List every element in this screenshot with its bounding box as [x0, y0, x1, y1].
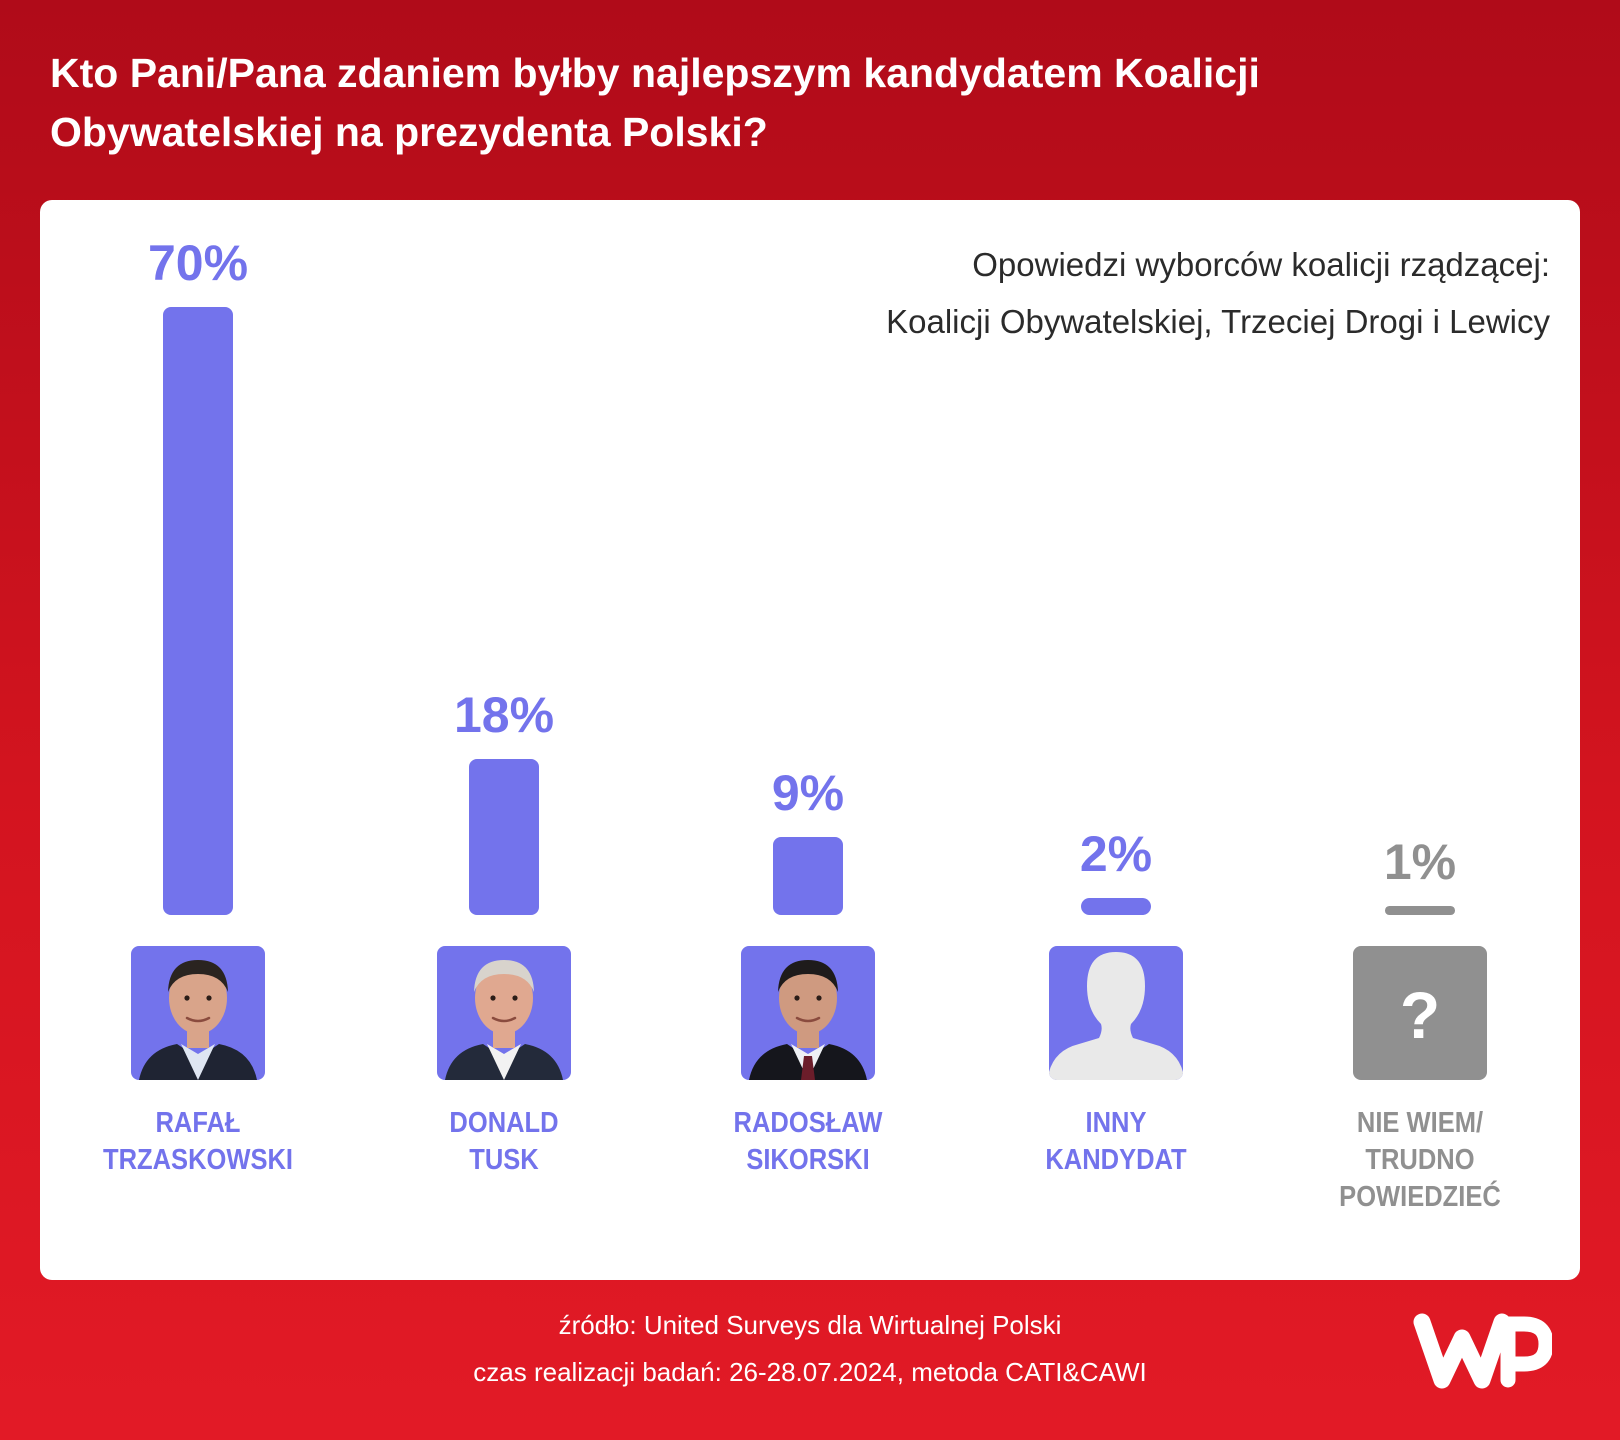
- question-mark-icon: ?: [1353, 946, 1487, 1080]
- category-label: RADOSŁAW SIKORSKI: [694, 1105, 923, 1179]
- data-label: 1%: [1383, 834, 1457, 891]
- page-title: Kto Pani/Pana zdaniem byłby najlepszym k…: [50, 50, 1260, 155]
- category-label-line: SIKORSKI: [746, 1144, 870, 1176]
- subtitle-line-2: Koalicji Obywatelskiej, Trzeciej Drogi i…: [886, 303, 1550, 340]
- category-label: NIE WIEM/TRUDNO POWIEDZIEĆ: [1306, 1105, 1535, 1216]
- data-label: 2%: [1079, 825, 1153, 882]
- photo-man-dark-hair-icon: [131, 946, 265, 1080]
- survey-details: czas realizacji badań: 26-28.07.2024, me…: [473, 1357, 1147, 1387]
- category-label-line: NIE WIEM/: [1356, 1107, 1484, 1139]
- source-note: źródło: United Surveys dla Wirtualnej Po…: [558, 1310, 1062, 1340]
- category-label: DONALD TUSK: [390, 1105, 619, 1179]
- category-label-line: TRZASKOWSKI: [103, 1144, 293, 1176]
- photo-man-dark-suit-icon: [741, 946, 875, 1080]
- chart-subtitle: Opowiedzi wyborców koalicji rządzącej: K…: [886, 236, 1550, 350]
- category-label-line: POWIEDZIEĆ: [1339, 1181, 1501, 1213]
- category-label-line: TUSK: [469, 1144, 539, 1176]
- category-label-line: RAFAŁ: [155, 1107, 241, 1139]
- svg-text:?: ?: [1400, 978, 1440, 1052]
- data-label: 70%: [147, 235, 249, 291]
- category-label-line: TRUDNO: [1365, 1144, 1475, 1176]
- category-label: INNY KANDYDAT: [1002, 1105, 1231, 1179]
- person-silhouette-icon: [1049, 946, 1183, 1080]
- chart-card: Opowiedzi wyborców koalicji rządzącej: K…: [40, 200, 1580, 1280]
- photo-man-grey-hair-icon: [437, 946, 571, 1080]
- bar: [1081, 897, 1151, 915]
- subtitle-line-1: Opowiedzi wyborców koalicji rządzącej:: [972, 246, 1550, 283]
- category-label-line: DONALD: [449, 1107, 559, 1139]
- bar: [1385, 906, 1455, 915]
- category-label-line: KANDYDAT: [1045, 1144, 1187, 1176]
- bar: [773, 836, 843, 915]
- data-label: 9%: [771, 764, 845, 821]
- data-label: 18%: [453, 686, 555, 743]
- wp-logo-icon: [1412, 1310, 1554, 1399]
- bar: [469, 758, 539, 915]
- category-label-line: RADOSŁAW: [733, 1107, 883, 1139]
- category-label-line: INNY: [1085, 1107, 1147, 1139]
- category-label: RAFAŁ TRZASKOWSKI: [84, 1105, 313, 1179]
- bar: [163, 307, 233, 915]
